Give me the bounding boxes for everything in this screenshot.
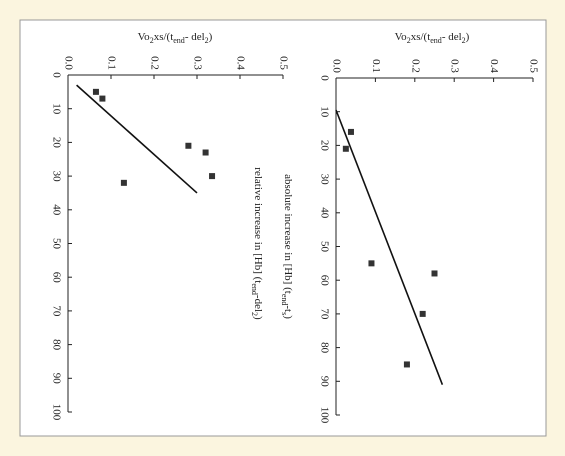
chart-title-segment: 2 <box>205 36 209 45</box>
x-axis-label-segment: relative increase in [Hb] (t <box>252 167 264 283</box>
data-point <box>202 149 209 156</box>
x-axis-label: relative increase in [Hb] (tend-del2) <box>250 167 265 320</box>
chart-title-segment: xs/(t <box>411 31 431 43</box>
y-tick-label: 0.1 <box>370 59 382 73</box>
data-point <box>99 95 106 102</box>
x-tick-label: 40 <box>318 207 330 219</box>
x-axis-label-segment: 2 <box>250 312 259 316</box>
y-tick-label: 0.3 <box>449 59 461 73</box>
y-tick-label: 0.5 <box>527 59 539 73</box>
x-tick-label: 70 <box>50 305 62 317</box>
x-tick-label: 80 <box>50 339 62 351</box>
chart-title-segment: 2 <box>462 36 466 45</box>
chart-title-segment: - del <box>185 31 205 43</box>
chart-title-segment: end <box>430 36 442 45</box>
y-tick-label: 0.2 <box>148 56 160 70</box>
y-tick-label: 0.0 <box>62 56 74 70</box>
y-tick-label: 0.1 <box>105 56 117 70</box>
data-point <box>120 179 127 186</box>
y-tick-label: 0.2 <box>409 59 421 73</box>
x-axis-label-segment: end <box>250 283 259 295</box>
x-tick-label: 50 <box>318 241 330 253</box>
y-tick-label: 0.3 <box>191 56 203 70</box>
x-tick-label: 30 <box>50 171 62 183</box>
chart-title-segment: end <box>173 36 185 45</box>
y-tick-label: 0.4 <box>234 56 246 70</box>
x-tick-label: 20 <box>318 140 330 152</box>
figure-frame <box>19 19 547 437</box>
y-tick-label: 0.0 <box>330 59 342 73</box>
x-tick-label: 40 <box>50 204 62 216</box>
x-tick-label: 80 <box>318 342 330 354</box>
chart-title-segment: ) <box>466 31 470 43</box>
x-tick-label: 0 <box>318 75 330 81</box>
data-point <box>368 260 375 267</box>
x-tick-label: 60 <box>318 275 330 287</box>
chart-title-segment: Vo <box>138 31 151 43</box>
data-point <box>92 88 99 95</box>
data-point <box>342 145 349 152</box>
data-point <box>185 142 192 149</box>
x-axis-label-segment: absolute increase in [Hb] (t <box>282 174 294 294</box>
chart-title-segment: 2 <box>407 36 411 45</box>
x-tick-label: 50 <box>50 238 62 250</box>
x-tick-label: 20 <box>50 137 62 149</box>
x-tick-label: 70 <box>318 308 330 320</box>
chart-title: Vo2xs/(tend- del2) <box>138 31 213 46</box>
chart-title-segment: ) <box>209 31 213 43</box>
fit-line <box>335 109 444 385</box>
x-tick-label: 0 <box>50 72 62 78</box>
x-axis-label-segment: ) <box>282 315 294 319</box>
x-axis-label-segment: -del <box>252 295 264 312</box>
x-tick-label: 100 <box>318 407 330 424</box>
x-tick-label: 60 <box>50 272 62 284</box>
x-axis-label: absolute increase in [Hb] (tend-ts) <box>280 174 295 319</box>
y-tick-label: 0.5 <box>277 56 289 70</box>
chart-title-segment: - del <box>442 31 462 43</box>
x-tick-label: 100 <box>50 404 62 421</box>
data-point <box>347 128 354 135</box>
fit-line <box>76 84 198 194</box>
x-tick-label: 10 <box>50 103 62 115</box>
y-tick-label: 0.4 <box>488 59 500 73</box>
data-point <box>419 310 426 317</box>
x-axis-label-segment: s <box>280 312 289 315</box>
data-point <box>431 270 438 277</box>
x-tick-label: 10 <box>318 106 330 118</box>
x-axis-label-segment: end <box>280 294 289 306</box>
x-axis-label-segment: -t <box>282 305 294 312</box>
x-tick-label: 30 <box>318 174 330 186</box>
x-tick-label: 90 <box>50 373 62 385</box>
chart-title: Vo2xs/(tend- del2) <box>395 31 470 46</box>
x-axis-label-segment: ) <box>252 316 264 320</box>
data-point <box>403 361 410 368</box>
chart-title-segment: Vo <box>395 31 408 43</box>
data-point <box>209 173 216 180</box>
chart-title-segment: 2 <box>150 36 154 45</box>
chart-title-segment: xs/(t <box>154 31 174 43</box>
x-tick-label: 90 <box>318 376 330 388</box>
